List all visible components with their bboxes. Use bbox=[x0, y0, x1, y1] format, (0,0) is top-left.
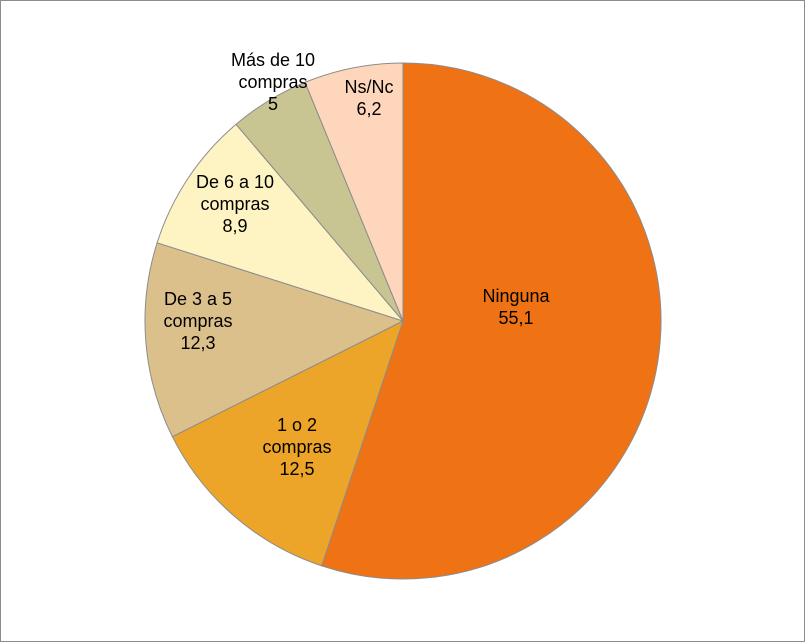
slice-category: compras bbox=[262, 437, 331, 457]
slice-category: 1 o 2 bbox=[277, 415, 317, 435]
slice-label: De 6 a 10 compras 8,9 bbox=[196, 172, 274, 236]
slice-category: De 6 a 10 bbox=[196, 172, 274, 192]
pie-slice bbox=[321, 62, 662, 580]
pie-slice bbox=[156, 123, 405, 323]
slice-category: compras bbox=[238, 72, 307, 92]
slice-label: Más de 10 compras 5 bbox=[231, 50, 315, 114]
pie-slice bbox=[304, 62, 404, 322]
slice-label: Ns/Nc 6,2 bbox=[345, 77, 394, 119]
slice-category: compras bbox=[163, 311, 232, 331]
pie-slice bbox=[144, 242, 405, 438]
pie-slices bbox=[144, 62, 662, 580]
slice-category: Más de 10 bbox=[231, 50, 315, 70]
slice-value: 12,5 bbox=[279, 459, 314, 479]
slice-value: 12,3 bbox=[180, 333, 215, 353]
pie-slice bbox=[171, 320, 404, 567]
slice-category: compras bbox=[200, 194, 269, 214]
slice-label: 1 o 2 compras 12,5 bbox=[262, 415, 331, 479]
pie-labels: Ninguna 55,11 o 2 compras 12,5De 3 a 5 compr… bbox=[163, 50, 550, 479]
slice-category: Ninguna bbox=[482, 286, 550, 306]
slice-value: 5 bbox=[268, 94, 278, 114]
slice-category: Ns/Nc bbox=[345, 77, 394, 97]
slice-value: 55,1 bbox=[498, 308, 533, 328]
slice-value: 8,9 bbox=[222, 216, 247, 236]
slice-label: Ninguna 55,1 bbox=[482, 286, 550, 328]
slice-value: 6,2 bbox=[356, 99, 381, 119]
slice-label: De 3 a 5 compras 12,3 bbox=[163, 289, 232, 353]
slice-category: De 3 a 5 bbox=[164, 289, 232, 309]
